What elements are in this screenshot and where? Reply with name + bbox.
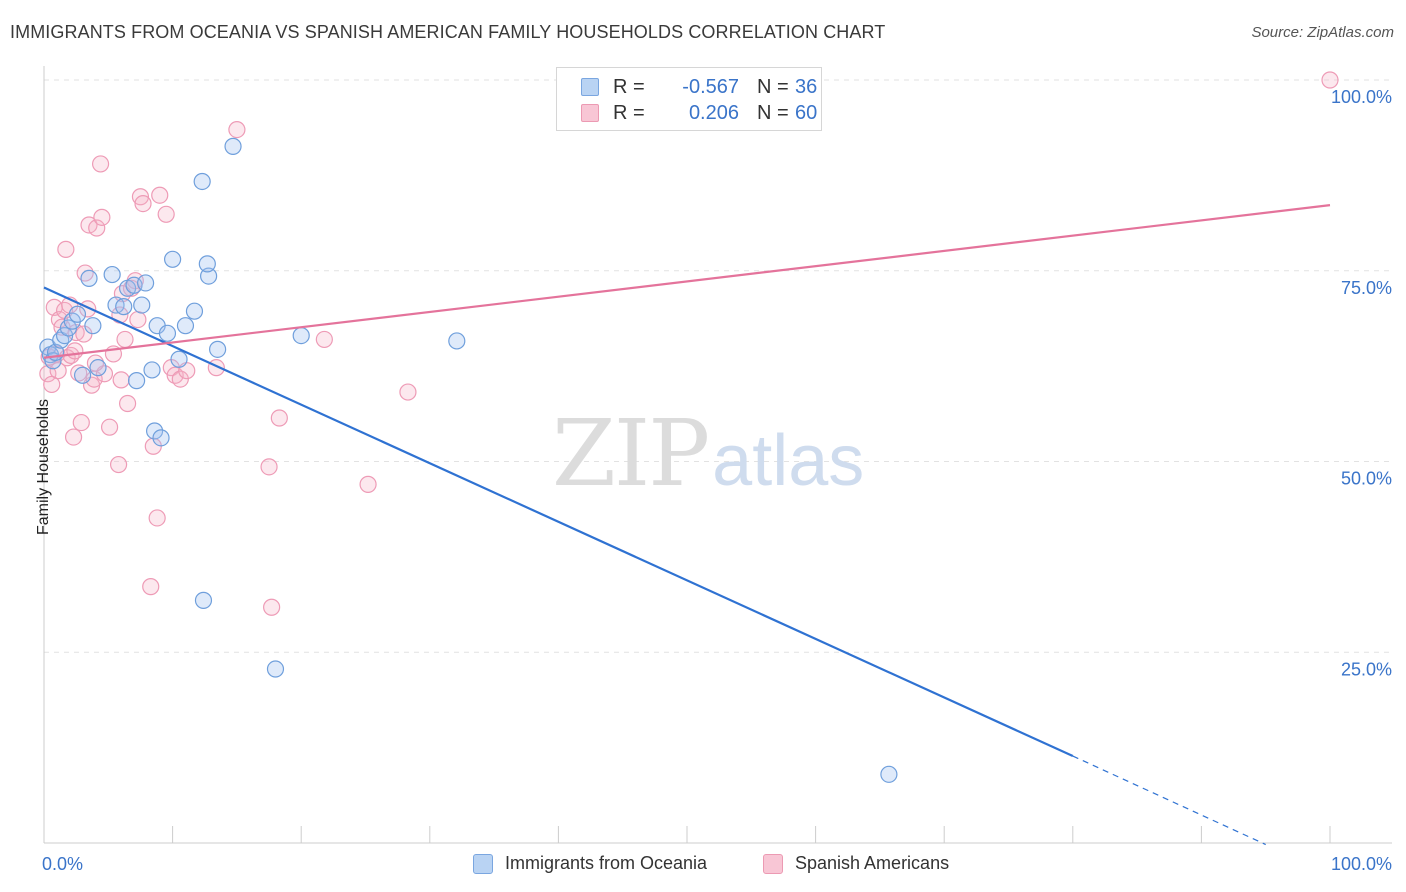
legend-swatch-oceania [473,854,493,874]
oceania-point-15 [115,298,133,316]
n-value-spanish: 60 [795,102,818,124]
spanish-point-8 [57,240,75,258]
zipatlas-watermark: ZIPatlas [552,400,864,507]
oceania-point-10 [80,269,98,287]
legend-label-oceania: Immigrants from Oceania [505,853,708,873]
spanish-point-27 [109,455,128,474]
oceania-point-13 [103,265,121,284]
spanish-point-56 [49,362,67,380]
tick-labels: 25.0% 50.0% 75.0% 100.0% 0.0% 100.0% [42,87,1392,874]
trendlines [43,204,1331,846]
oceania-point-21 [143,361,161,379]
oceania-trendline-extension [1072,755,1266,846]
n-value-oceania: 36 [795,76,818,98]
r-label: R = [613,102,645,124]
spanish-point-52 [399,383,417,401]
oceania-point-25 [158,324,177,342]
spanish-point-2 [43,375,61,394]
spanish-point-0 [39,365,57,383]
spanish-point-33 [129,310,147,329]
y-axis-label: Family Households [35,398,52,536]
oceania-point-27 [170,350,188,368]
n-label: N = [757,76,789,98]
correlation-stats-box: R = -0.567 N = 36 R = 0.206 N = 60 [556,67,822,131]
oceania-point-30 [200,267,218,285]
spanish-point-57 [66,342,84,360]
spanish-point-53 [1321,71,1339,89]
stats-swatch-oceania [581,78,599,96]
spanish-point-39 [151,186,169,204]
oceania-point-28 [176,317,195,335]
spanish-point-46 [228,120,246,139]
n-label: N = [757,102,789,124]
spanish-point-22 [91,155,110,173]
oceania-point-8 [68,305,87,323]
legend-swatch-spanish [763,854,783,874]
oceania-point-26 [164,250,182,268]
oceania-point-9 [73,366,92,384]
x-tick-label-100: 100.0% [1331,854,1392,874]
r-value-spanish: 0.206 [688,102,739,124]
spanish-point-40 [157,205,175,223]
y-tick-label-50: 50.0% [1341,469,1392,489]
oceania-point-11 [84,317,102,335]
oceania-point-34 [194,591,213,609]
oceania-point-35 [266,660,285,678]
oceania-point-39 [198,255,216,273]
oceania-point-29 [193,172,211,191]
legend-label-spanish: Spanish Americans [795,853,950,873]
oceania-point-12 [89,359,107,377]
spanish-point-30 [118,394,137,413]
oceania-trendline [43,286,1074,758]
oceania-point-18 [127,372,146,390]
y-tick-label-75: 75.0% [1341,278,1392,298]
oceania-point-20 [136,274,155,292]
spanish-point-29 [116,330,134,349]
spanish-point-51 [359,475,377,493]
spanish-point-49 [270,409,288,427]
axes [43,66,1392,844]
oceania-point-38 [185,302,204,320]
x-tick-label-0: 0.0% [42,854,83,874]
spanish-point-28 [112,371,130,389]
spanish-point-25 [100,418,119,436]
chart-title: IMMIGRANTS FROM OCEANIA VS SPANISH AMERI… [10,22,886,42]
spanish-point-34 [131,188,150,206]
spanish-point-50 [315,330,333,349]
oceania-point-22 [145,422,164,440]
spanish-point-38 [148,509,166,527]
watermark-atlas: atlas [712,421,865,501]
y-axis-label-wrap: Family Households [14,380,52,560]
oceania-point-24 [152,429,170,447]
gridlines [44,79,1392,653]
watermark-zip: ZIP [552,400,710,507]
oceania-point-37 [880,765,898,783]
oceania-point-36 [448,332,466,350]
spanish-point-21 [88,219,106,237]
y-tick-label-25: 25.0% [1341,659,1392,679]
r-value-oceania: -0.567 [682,76,739,98]
spanish-point-48 [263,598,281,616]
spanish-point-35 [134,195,152,213]
r-label: R = [613,76,645,98]
oceania-point-33 [292,327,310,345]
spanish-point-47 [260,458,278,476]
spanish-point-12 [64,428,83,446]
spanish-trendline [43,204,1331,359]
oceania-points [39,137,898,783]
chart-legend: Immigrants from Oceania Spanish American… [0,852,1406,878]
spanish-point-54 [86,354,105,372]
source-credit: Source: ZipAtlas.com [1251,24,1394,41]
stats-swatch-spanish [581,104,599,122]
spanish-point-15 [72,413,90,432]
spanish-point-23 [93,208,111,226]
oceania-point-32 [224,137,242,155]
oceania-point-19 [133,296,151,314]
y-tick-label-100: 100.0% [1331,87,1392,107]
oceania-point-31 [209,340,227,358]
spanish-point-36 [142,578,160,596]
